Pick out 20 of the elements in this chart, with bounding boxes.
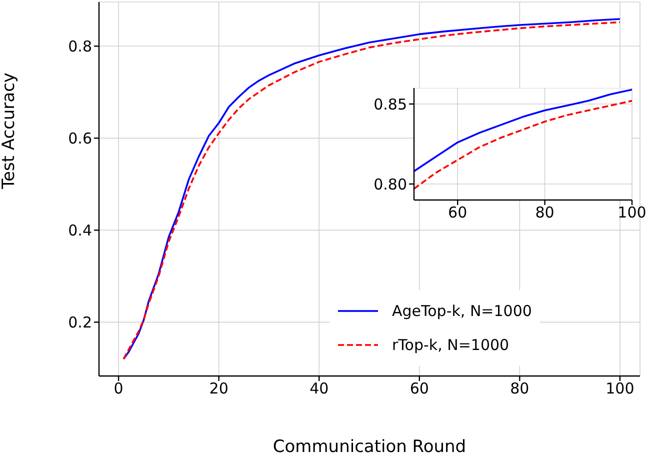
y-tick-label: 0.80 <box>374 175 407 194</box>
x-tick-label: 80 <box>510 380 530 398</box>
line-series <box>414 100 632 190</box>
legend-label: AgeTop-k, N=1000 <box>392 302 532 320</box>
x-tick-label: 80 <box>535 204 554 222</box>
y-tick-label: 0.8 <box>68 37 92 56</box>
x-tick-label: 60 <box>410 380 429 398</box>
x-tick-label: 100 <box>606 380 634 398</box>
x-tick-label: 0 <box>114 380 124 398</box>
y-axis-title: Test Accuracy <box>0 72 20 190</box>
y-tick-label: 0.2 <box>68 314 92 332</box>
y-tick-label: 0.6 <box>68 129 92 148</box>
x-tick-label: 20 <box>209 380 228 398</box>
y-tick-label: 0.4 <box>68 221 92 240</box>
x-tick-label: 100 <box>618 204 646 222</box>
legend-label: rTop-k, N=1000 <box>392 336 510 354</box>
y-tick-label: 0.85 <box>374 95 407 114</box>
x-axis-title: Communication Round <box>272 437 466 457</box>
x-tick-label: 40 <box>310 380 329 398</box>
x-tick-label: 60 <box>448 204 468 222</box>
